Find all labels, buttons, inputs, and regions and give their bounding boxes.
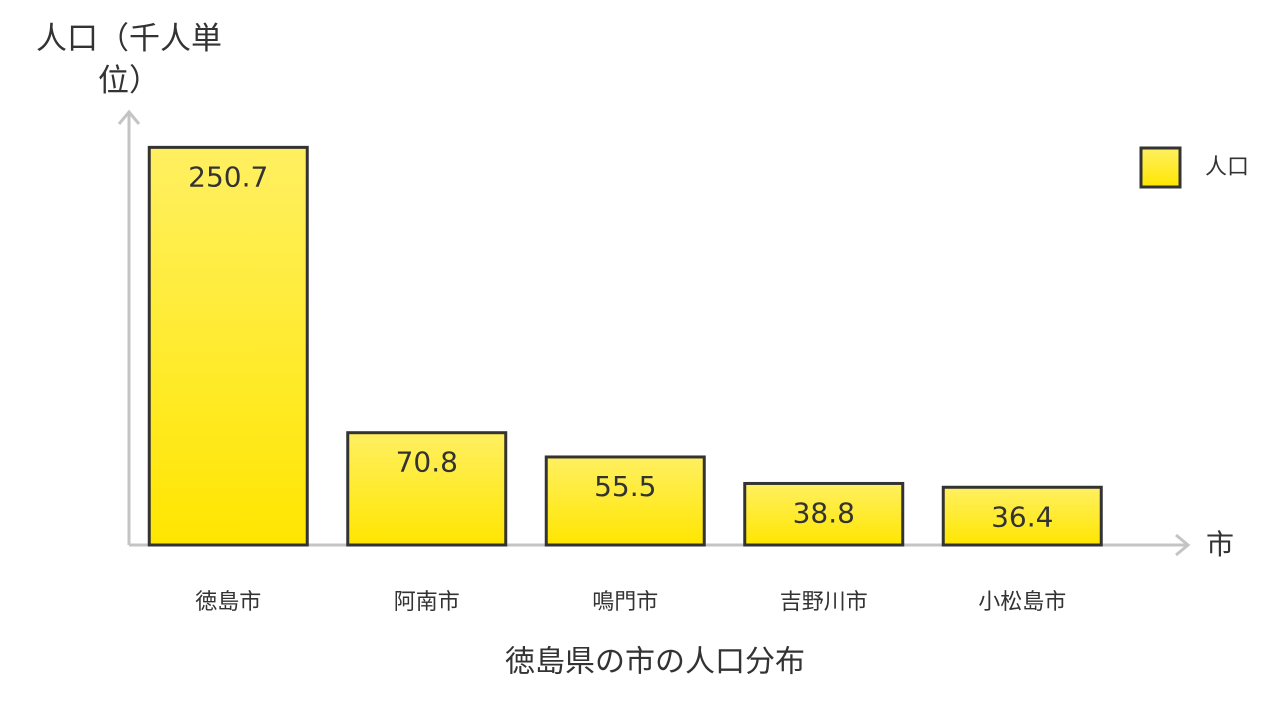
x-axis-arrow bbox=[1175, 533, 1191, 557]
x-axis-label: 市 bbox=[1206, 528, 1234, 561]
x-tick-label: 鳴門市 bbox=[592, 590, 658, 615]
y-axis-label: 人口（千人単位） bbox=[36, 21, 222, 99]
value-label: 55.5 bbox=[594, 470, 656, 503]
bar bbox=[544, 455, 706, 547]
y-axis-arrow bbox=[117, 109, 141, 125]
bar bbox=[147, 145, 309, 547]
x-tick-label: 阿南市 bbox=[394, 590, 460, 615]
bar bbox=[346, 431, 508, 547]
chart-title: 徳島県の市の人口分布 bbox=[505, 645, 805, 680]
value-label: 70.8 bbox=[396, 446, 458, 479]
x-tick-label: 小松島市 bbox=[978, 590, 1066, 615]
value-label: 38.8 bbox=[793, 496, 855, 529]
value-label: 36.4 bbox=[991, 500, 1053, 533]
x-tick-label: 徳島市 bbox=[195, 590, 261, 615]
bar bbox=[743, 481, 905, 547]
legend-swatch bbox=[1139, 146, 1182, 189]
value-label: 250.7 bbox=[188, 160, 268, 193]
legend-label: 人口 bbox=[1205, 155, 1249, 180]
x-tick-label: 吉野川市 bbox=[780, 590, 868, 615]
bar bbox=[941, 485, 1103, 547]
